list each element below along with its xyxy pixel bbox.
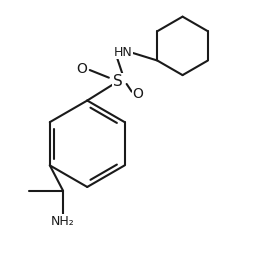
- Text: O: O: [77, 62, 88, 76]
- Text: S: S: [113, 74, 123, 89]
- Text: O: O: [133, 87, 144, 101]
- Text: HN: HN: [114, 46, 132, 59]
- Text: NH₂: NH₂: [51, 215, 75, 228]
